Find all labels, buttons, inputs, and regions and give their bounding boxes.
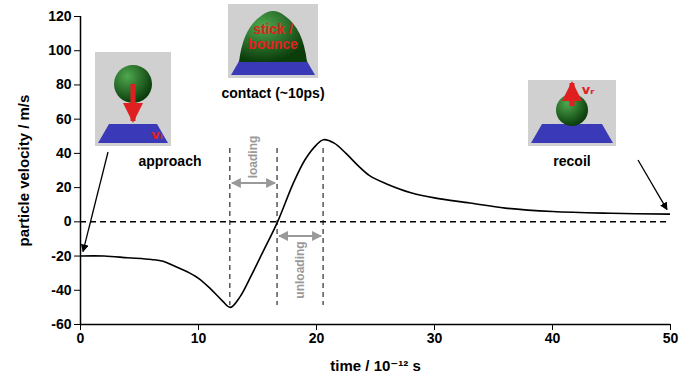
svg-text:60: 60 bbox=[56, 111, 72, 127]
svg-text:30: 30 bbox=[427, 330, 443, 346]
svg-text:-60: -60 bbox=[51, 316, 71, 332]
svg-text:particle velocity / m/s: particle velocity / m/s bbox=[15, 95, 32, 247]
svg-text:40: 40 bbox=[545, 330, 561, 346]
svg-text:contact (~10ps): contact (~10ps) bbox=[221, 85, 324, 101]
svg-text:stick /: stick / bbox=[253, 21, 293, 37]
svg-text:bounce: bounce bbox=[248, 36, 298, 52]
svg-text:0: 0 bbox=[64, 213, 72, 229]
svg-text:100: 100 bbox=[48, 42, 72, 58]
svg-text:50: 50 bbox=[663, 330, 679, 346]
svg-text:80: 80 bbox=[56, 76, 72, 92]
svg-text:40: 40 bbox=[56, 145, 72, 161]
svg-text:20: 20 bbox=[309, 330, 325, 346]
svg-text:vᵢ: vᵢ bbox=[151, 127, 162, 142]
svg-text:time / 10⁻¹² s: time / 10⁻¹² s bbox=[330, 357, 420, 374]
svg-text:20: 20 bbox=[56, 179, 72, 195]
svg-text:vᵣ: vᵣ bbox=[582, 82, 595, 97]
svg-text:0: 0 bbox=[77, 330, 85, 346]
svg-text:approach: approach bbox=[138, 153, 201, 169]
svg-text:-40: -40 bbox=[51, 282, 71, 298]
svg-text:10: 10 bbox=[191, 330, 207, 346]
svg-text:120: 120 bbox=[48, 8, 72, 24]
svg-text:loading: loading bbox=[246, 136, 260, 179]
svg-text:-20: -20 bbox=[51, 248, 71, 264]
svg-text:unloading: unloading bbox=[293, 241, 307, 298]
svg-text:recoil: recoil bbox=[553, 153, 590, 169]
